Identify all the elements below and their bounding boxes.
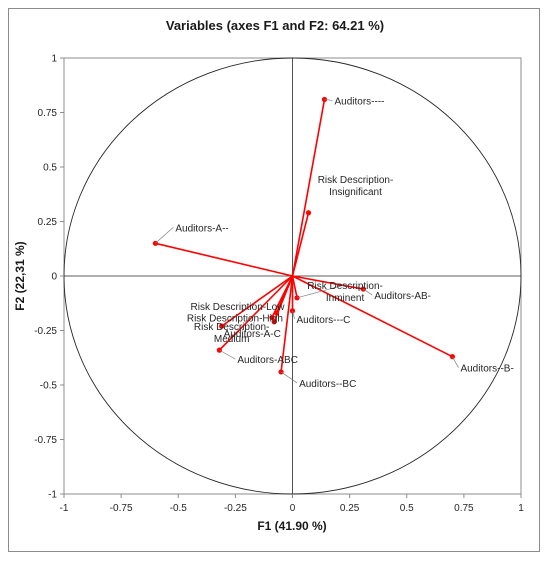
chart-frame xyxy=(8,8,540,552)
chart-title: Variables (axes F1 and F2: 64.21 %) xyxy=(166,18,384,33)
vector-line xyxy=(218,275,294,351)
variable-label-line: Inminent xyxy=(326,293,365,304)
vector-endpoint xyxy=(271,319,277,325)
x-tick-label: 0.75 xyxy=(454,503,474,514)
vector-line xyxy=(221,275,293,327)
variable-label: Auditors---- xyxy=(334,96,384,107)
vector-endpoint xyxy=(219,323,225,329)
variable-label-line: Auditors--BC xyxy=(299,379,356,390)
x-tick-label: -0.75 xyxy=(110,503,133,514)
variable-label-line: Medium xyxy=(214,334,250,345)
y-tick-label: 1 xyxy=(51,54,57,65)
vector-line xyxy=(155,242,293,277)
variable-label: Auditors-A-- xyxy=(175,223,228,234)
vector-line xyxy=(292,275,453,358)
variable-label-line: Risk Description- xyxy=(318,175,394,186)
variable-label: Risk Description-Low xyxy=(191,302,286,313)
variable-label-line: Risk Description- xyxy=(307,281,383,292)
x-tick-label: 0.5 xyxy=(400,503,414,514)
variable-label: Auditors-A-C xyxy=(224,329,281,340)
y-tick-label: 0.75 xyxy=(38,108,58,119)
variable-label-line: Auditors-A-C xyxy=(224,329,281,340)
label-leader xyxy=(155,227,174,244)
variable-label: Auditors--B- xyxy=(460,364,513,375)
variable-label-line: Risk Description-Low xyxy=(191,302,286,313)
vector-line xyxy=(292,275,364,290)
variable-label-line: Auditors-AB- xyxy=(374,291,431,302)
x-tick-label: 1 xyxy=(518,503,524,514)
vector-line xyxy=(291,99,326,277)
x-tick-label: -1 xyxy=(60,503,69,514)
variable-label-line: Auditors---C xyxy=(297,315,351,326)
variable-label-line: Auditors---- xyxy=(334,96,384,107)
x-axis-ticks: -1 -0.75 -0.5 -0.25 0 0.25 0.5 0.75 1 xyxy=(60,494,524,514)
variable-label: Auditors-ABC xyxy=(237,355,298,366)
variable-label: Auditors-AB- xyxy=(374,291,431,302)
y-axis-ticks: 1 0.75 0.5 0.25 0 -0.25 -0.5 -0.75 -1 xyxy=(34,54,64,501)
y-tick-label: 0.5 xyxy=(43,163,57,174)
variable-label-line: Auditors--B- xyxy=(460,364,513,375)
variable-label: Auditors--BC xyxy=(299,379,356,390)
x-tick-label: -0.5 xyxy=(170,503,188,514)
y-tick-label: -0.25 xyxy=(34,326,57,337)
y-tick-label: 0 xyxy=(51,272,57,283)
label-leader xyxy=(280,371,298,384)
vector-line xyxy=(280,275,294,373)
label-leader xyxy=(296,284,346,299)
variable-label: Risk Description-Medium xyxy=(194,322,270,345)
variable-label-line: Auditors-A-- xyxy=(175,223,228,234)
label-leader xyxy=(452,356,459,368)
y-tick-label: -0.75 xyxy=(34,435,57,446)
variable-label: Auditors---C xyxy=(297,315,351,326)
label-leader xyxy=(219,349,236,360)
vector-endpoint xyxy=(305,210,312,216)
label-leader-lines xyxy=(155,99,459,384)
vector-endpoint xyxy=(269,314,275,321)
variable-label-line: Risk Description- xyxy=(194,322,270,333)
x-tick-label: 0 xyxy=(290,503,296,514)
variable-label: Risk Description-Insignificant xyxy=(318,175,394,198)
variable-label: Risk Description-Inminent xyxy=(307,281,383,304)
x-axis-title: F1 (41.90 %) xyxy=(257,519,326,533)
y-tick-label: 0.25 xyxy=(38,217,58,228)
variable-label-line: Auditors-ABC xyxy=(237,355,298,366)
variable-label: Risk Description-High xyxy=(187,313,283,324)
label-leader xyxy=(363,288,373,296)
label-leader xyxy=(292,310,295,319)
vector-line xyxy=(273,275,294,323)
variable-label-line: Risk Description-High xyxy=(187,313,283,324)
variable-label-line: Insignificant xyxy=(329,187,382,198)
x-tick-label: -0.25 xyxy=(224,503,247,514)
label-leader xyxy=(324,99,333,101)
variable-labels: Auditors----Risk Description-Insignifica… xyxy=(175,96,513,390)
y-tick-label: -1 xyxy=(48,490,57,501)
vector-line xyxy=(291,212,310,277)
x-tick-label: 0.25 xyxy=(340,503,360,514)
y-tick-label: -0.5 xyxy=(40,381,58,392)
y-axis-title: F2 (22,31 %) xyxy=(13,241,27,310)
